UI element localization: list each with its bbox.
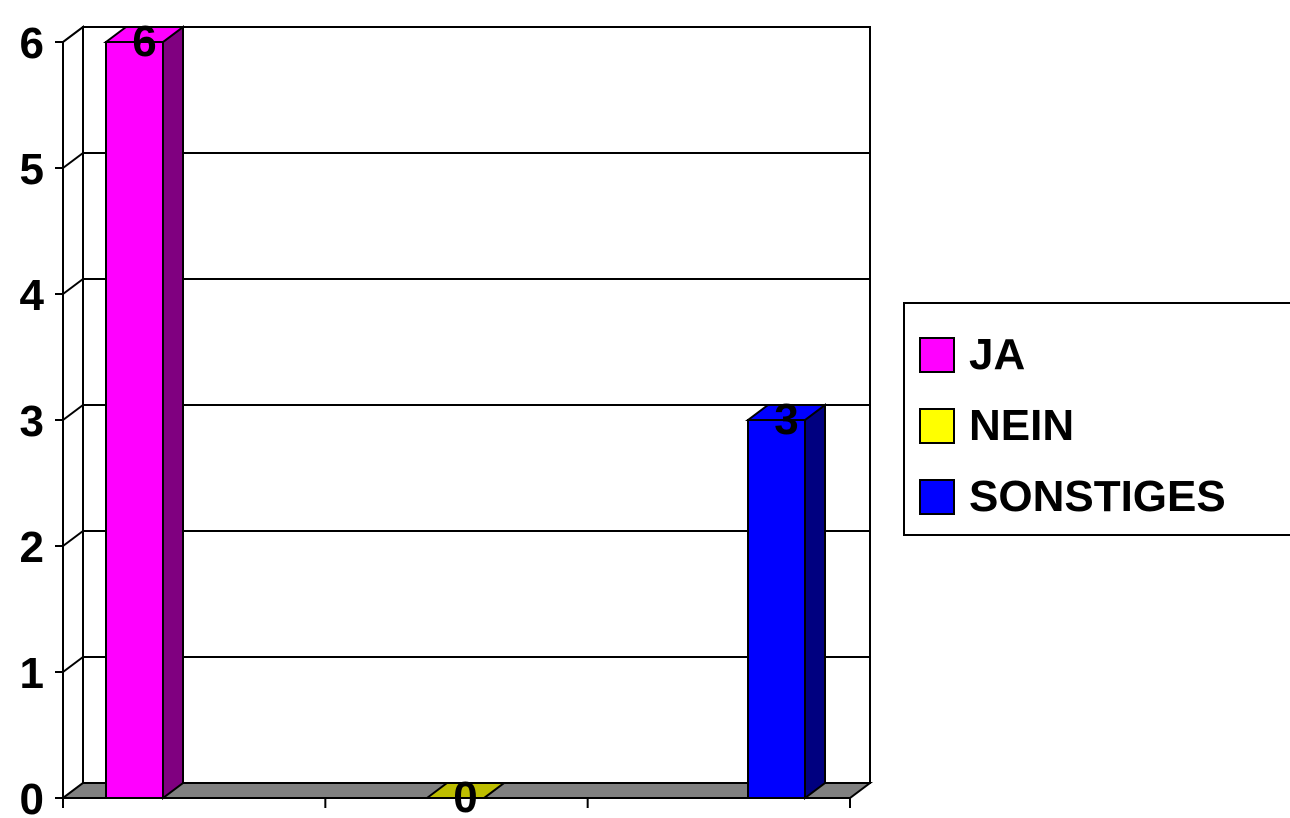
y-tick-label: 5: [20, 145, 44, 194]
bar-front: [105, 41, 164, 799]
data-label-ja: 6: [132, 17, 156, 66]
data-label-sonstiges: 3: [774, 395, 798, 444]
legend-swatch-ja: [919, 337, 955, 373]
bar-front: [747, 419, 806, 799]
bar-side: [162, 25, 184, 800]
gridlines: [62, 26, 870, 673]
gridline-side: [62, 278, 84, 295]
bar-sonstiges: [745, 403, 828, 800]
legend-swatch-sonstiges: [919, 479, 955, 515]
data-labels: 6 0 3: [132, 17, 798, 818]
legend-item-sonstiges: SONSTIGES: [919, 472, 1226, 522]
bar-top: [424, 782, 507, 799]
legend: JA NEIN SONSTIGES: [903, 302, 1290, 536]
y-tick-label: 4: [20, 271, 45, 320]
legend-label-nein: NEIN: [969, 401, 1075, 450]
y-tick-label: 1: [20, 649, 44, 698]
bar-top: [745, 404, 828, 421]
gridline-side: [62, 656, 84, 673]
bar-side: [804, 403, 826, 800]
y-tick-label: 2: [20, 523, 44, 572]
gridline-side: [62, 152, 84, 169]
gridline-side: [62, 404, 84, 421]
bar-nein: [424, 782, 507, 799]
legend-item-ja: JA: [919, 330, 1025, 380]
y-axis-ticks: 0 1 2 3 4 5 6: [20, 19, 63, 818]
gridline-side: [62, 26, 84, 43]
legend-label-ja: JA: [969, 330, 1026, 379]
bar-top: [103, 26, 186, 43]
bars: [103, 25, 828, 800]
y-tick-label: 3: [20, 397, 44, 446]
legend-swatch-nein: [919, 408, 955, 444]
y-tick-label: 0: [20, 775, 44, 818]
data-label-nein: 0: [453, 773, 477, 818]
gridline-side: [62, 530, 84, 547]
y-tick-label: 6: [20, 19, 44, 68]
bar-ja: [103, 25, 186, 800]
legend-label-sonstiges: SONSTIGES: [969, 472, 1226, 521]
legend-item-nein: NEIN: [919, 401, 1074, 451]
